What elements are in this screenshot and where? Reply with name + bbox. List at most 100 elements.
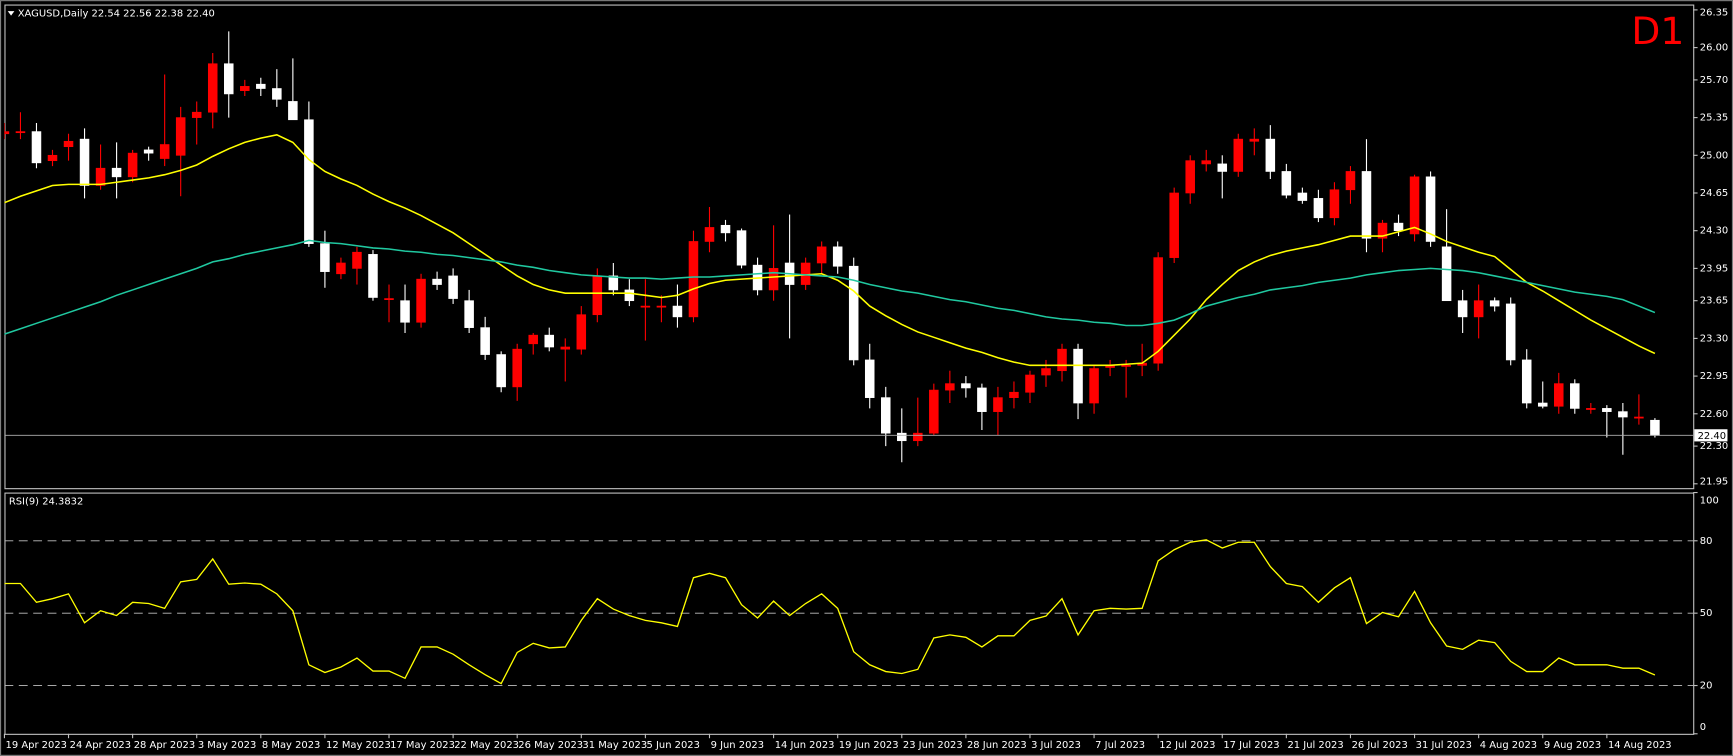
y-tick-label: 23.30 [1700, 333, 1728, 344]
x-tick-label: 5 Jun 2023 [646, 740, 699, 751]
candle-body [1345, 171, 1356, 191]
candle-body [224, 63, 234, 95]
y-tick-label: 0 [1700, 722, 1706, 733]
candle-body [63, 140, 74, 148]
candle-body [207, 63, 218, 113]
candle-body [993, 397, 1003, 412]
last-price-box [1694, 429, 1728, 442]
candle-body [191, 111, 202, 118]
candle-body [1089, 368, 1099, 404]
candle-body [159, 144, 170, 159]
candle-body [288, 101, 298, 121]
last-price-label: 22.40 [1698, 431, 1726, 442]
candle-body [1457, 300, 1468, 318]
y-tick-label: 22.60 [1700, 409, 1728, 420]
candle-body [1570, 383, 1580, 409]
candle-body [256, 83, 266, 89]
candle-body [1425, 176, 1436, 242]
candle-body [1361, 171, 1372, 239]
candle-body [816, 246, 827, 264]
x-tick-label: 24 Apr 2023 [70, 740, 131, 751]
chart-header: XAGUSD,Daily 22.54 22.56 22.38 22.40 [18, 8, 215, 19]
x-tick-label: 23 Jun 2023 [903, 740, 963, 751]
candle-body [929, 389, 939, 434]
candle-body [1441, 246, 1452, 302]
candle-body [1057, 348, 1067, 372]
candle-body [1537, 402, 1548, 407]
candle-body [111, 167, 122, 178]
y-tick-label: 26.00 [1700, 43, 1728, 54]
y-tick-label: 23.65 [1700, 296, 1728, 307]
candle-body [15, 131, 26, 134]
y-tick-label: 24.30 [1700, 226, 1728, 237]
candle-body [1586, 408, 1596, 410]
candle-body [47, 154, 58, 162]
x-tick-label: 3 Jul 2023 [1031, 740, 1081, 751]
candle-body [1409, 176, 1420, 235]
rsi-plot [4, 539, 1694, 686]
candle-body [1602, 408, 1612, 412]
y-tick-label: 25.35 [1700, 113, 1728, 124]
candle-body [31, 131, 42, 164]
y-tick-label: 80 [1700, 536, 1713, 547]
candle-body [1265, 138, 1276, 172]
x-tick-label: 26 May 2023 [518, 740, 583, 751]
candle-body [656, 305, 667, 308]
candle-body [448, 275, 458, 299]
candle-body [1377, 222, 1388, 239]
candle-body [1489, 300, 1500, 307]
candle-body [720, 224, 731, 234]
candle-body [1009, 391, 1019, 398]
candle-body [1281, 171, 1292, 196]
candle-body [464, 300, 474, 328]
candle-body [1313, 198, 1324, 219]
y-tick-label: 25.00 [1700, 150, 1728, 161]
candle-body [95, 167, 106, 186]
candle-body [880, 397, 891, 434]
x-tick-label: 21 Jul 2023 [1287, 740, 1343, 751]
menu-arrow[interactable] [7, 11, 15, 16]
candle-body [1634, 416, 1644, 419]
candle-body [1153, 257, 1163, 364]
candle-body [977, 387, 987, 412]
candle-body [897, 432, 907, 442]
x-tick-label: 31 May 2023 [582, 740, 647, 751]
candle-body [368, 254, 378, 298]
x-tick-label: 12 Jul 2023 [1159, 740, 1215, 751]
candle-body [143, 149, 154, 154]
candle-body [1041, 368, 1051, 376]
candle-body [1329, 189, 1340, 219]
x-tick-label: 3 May 2023 [198, 740, 256, 751]
candle-body [79, 138, 90, 186]
candle-body [592, 275, 603, 316]
x-tick-label: 9 Jun 2023 [711, 740, 764, 751]
candle-body [1185, 160, 1195, 194]
x-tick-label: 22 May 2023 [454, 740, 519, 751]
y-tick-label: 100 [1700, 495, 1719, 506]
y-tick-label: 21.95 [1700, 476, 1728, 487]
x-tick-label: 12 May 2023 [326, 740, 391, 751]
x-tick-label: 17 Jul 2023 [1223, 740, 1279, 751]
x-tick-label: 9 Aug 2023 [1544, 740, 1601, 751]
candle-body [848, 265, 859, 361]
main-panel [4, 4, 1695, 490]
x-tick-label: 14 Jun 2023 [775, 740, 835, 751]
candle-body [1217, 163, 1228, 172]
y-tick-label: 22.30 [1700, 441, 1728, 452]
candle-body [1121, 364, 1131, 367]
y-tick-label: 26.35 [1700, 7, 1728, 18]
x-tick-label: 28 Jun 2023 [967, 740, 1027, 751]
moving-average [4, 239, 1656, 335]
x-tick-label: 31 Jul 2023 [1416, 740, 1472, 751]
candle-body [1073, 348, 1083, 404]
candle-body [608, 275, 619, 291]
candle-body [1025, 374, 1035, 393]
y-tick-label: 50 [1700, 608, 1713, 619]
candle-body [320, 243, 330, 272]
candle-body [352, 251, 362, 269]
candle-body [1650, 419, 1660, 436]
candle-body [913, 432, 923, 442]
candle-body [768, 268, 779, 291]
